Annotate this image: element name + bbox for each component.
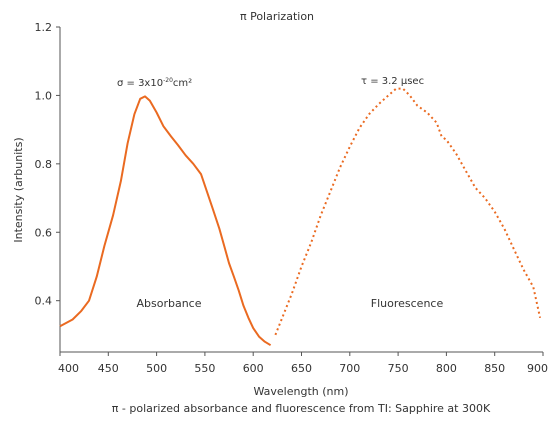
x-tick-label: 900 (527, 362, 548, 375)
x-axis-label: Wavelength (nm) (253, 385, 348, 398)
x-tick-label: 450 (98, 362, 119, 375)
y-tick-label: 0.6 (35, 226, 53, 239)
fluorescence-label: Fluorescence (371, 297, 444, 310)
sigma-exponent: -20 (163, 77, 173, 84)
sigma-unit: cm² (173, 78, 192, 89)
sigma-annotation: σ = 3x10-20cm² (117, 77, 192, 89)
absorbance-series-line (59, 95, 272, 347)
y-tick-label: 1.2 (35, 21, 53, 34)
fluorescence-series-line (274, 87, 542, 336)
tau-annotation: τ = 3.2 μsec (361, 76, 424, 87)
chart-title: π Polarization (240, 10, 314, 23)
x-tick-label: 550 (194, 362, 215, 375)
y-ticks: 0.4 0.6 0.8 1.0 1.2 (35, 21, 60, 308)
sigma-text: σ = 3x10 (117, 78, 163, 89)
x-tick-label: 500 (146, 362, 167, 375)
x-tick-label: 400 (58, 362, 79, 375)
x-tick-label: 650 (291, 362, 312, 375)
absorbance-label: Absorbance (136, 297, 201, 310)
y-tick-label: 1.0 (35, 89, 53, 102)
y-tick-label: 0.8 (35, 158, 53, 171)
series-layer (59, 87, 542, 347)
chart-caption: π - polarized absorbance and fluorescenc… (112, 402, 491, 415)
x-tick-label: 700 (339, 362, 360, 375)
x-tick-label: 850 (484, 362, 505, 375)
x-ticks: 400 450 500 550 600 650 700 750 800 850 900 (58, 352, 548, 375)
x-tick-label: 800 (436, 362, 457, 375)
y-tick-label: 0.4 (35, 295, 53, 308)
x-tick-label: 750 (388, 362, 409, 375)
x-tick-label: 600 (243, 362, 264, 375)
y-axis-label: Intensity (arbunits) (12, 137, 25, 242)
